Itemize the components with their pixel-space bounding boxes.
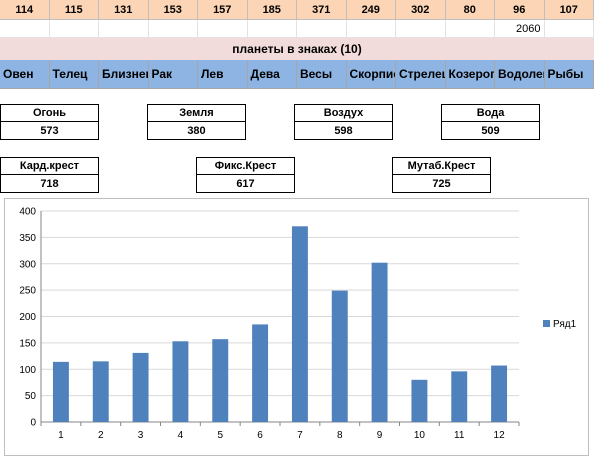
x-tick-label: 11 [454,430,465,441]
sign-cell[interactable]: Овен [0,60,50,89]
count-cell[interactable]: 107 [544,0,594,20]
empty-cell[interactable] [49,20,99,38]
x-tick-label: 10 [414,430,426,441]
y-tick-label: 50 [25,391,37,402]
cross-value: 718 [40,177,59,190]
y-tick-label: 0 [30,418,36,429]
sign-cell[interactable]: Телец [49,60,99,89]
element-label: Воздух [295,105,392,122]
bar[interactable] [491,365,508,422]
y-tick-label: 400 [19,207,36,218]
count-cell[interactable]: 371 [297,0,347,20]
sign-cell[interactable]: Скорпион [346,60,396,89]
empty-cell[interactable] [297,20,347,38]
sign-cell[interactable]: Лев [198,60,248,89]
x-tick-label: 9 [377,430,383,441]
bar[interactable] [252,324,269,422]
x-tick-label: 2 [98,430,104,441]
total-cell[interactable]: 2060 [495,20,545,38]
x-tick-label: 12 [494,430,506,441]
sign-cell[interactable]: Близнецы [99,60,149,89]
element-label: Огонь [1,105,98,122]
bar-chart[interactable]: 0 50 100 150 200 250 300 350 400 1 2 3 4 5 6 7 8 9 10 11 12 Р… [4,198,589,456]
empty-cell[interactable] [148,20,198,38]
y-tick-label: 100 [19,365,36,376]
element-box-earth: Земля 380 [147,104,246,140]
element-value: 380 [187,124,206,137]
empty-cell[interactable] [544,20,594,38]
bar[interactable] [331,290,348,422]
bar[interactable] [52,361,69,422]
x-tick-label: 3 [138,430,144,441]
count-cell[interactable]: 114 [0,0,50,20]
x-tick-label: 5 [217,430,223,441]
sign-cell[interactable]: Водолей [495,60,545,89]
count-cell[interactable]: 249 [346,0,396,20]
bar[interactable] [92,361,109,422]
element-value: 598 [334,124,353,137]
x-tick-label: 6 [257,430,263,441]
bar[interactable] [132,352,149,422]
element-box-water: Вода 509 [441,104,540,140]
cross-value: 725 [432,177,451,190]
y-tick-label: 150 [19,338,36,349]
bar[interactable] [451,371,468,422]
y-tick-label: 350 [19,233,36,244]
total-row: 2060 [0,20,594,38]
legend-label: Ряд1 [553,319,577,330]
empty-cell[interactable] [445,20,495,38]
empty-cell[interactable] [396,20,446,38]
x-tick-label: 4 [178,430,184,441]
element-label: Вода [442,105,539,122]
table-title: планеты в знаках (10) [0,38,594,61]
sign-cell[interactable]: Весы [297,60,347,89]
element-box-fire: Огонь 573 [0,104,99,140]
cross-box-fixed: Фикс.Крест 617 [196,157,295,193]
sign-cell[interactable]: Стрелец [396,60,446,89]
element-value: 573 [40,124,59,137]
sign-cell[interactable]: Дева [247,60,297,89]
y-tick-label: 200 [19,312,36,323]
count-cell[interactable]: 131 [99,0,149,20]
empty-cell[interactable] [346,20,396,38]
counts-row: 114 115 131 153 157 185 371 249 302 80 96 107 [0,0,594,20]
empty-cell[interactable] [247,20,297,38]
empty-cell[interactable] [0,20,50,38]
count-cell[interactable]: 157 [198,0,248,20]
count-cell[interactable]: 80 [445,0,495,20]
sign-cell[interactable]: Козерог [445,60,495,89]
bar[interactable] [411,379,428,422]
empty-cell[interactable] [198,20,248,38]
bar[interactable] [172,341,189,422]
count-cell[interactable]: 115 [49,0,99,20]
element-value: 509 [481,124,500,137]
signs-row: ОвенТелецБлизнецыРакЛевДеваВесыСкорпионС… [0,60,594,89]
cross-label: Кард.крест [1,158,98,175]
cross-value: 617 [236,177,255,190]
element-label: Земля [148,105,245,122]
cross-box-cardinal: Кард.крест 718 [0,157,99,193]
cross-box-mutable: Мутаб.Крест 725 [392,157,491,193]
count-cell[interactable]: 302 [396,0,446,20]
sign-cell[interactable]: Рак [148,60,198,89]
cross-label: Фикс.Крест [197,158,294,175]
bar[interactable] [291,226,308,422]
count-cell[interactable]: 153 [148,0,198,20]
bar[interactable] [212,339,229,422]
empty-cell[interactable] [99,20,149,38]
bar[interactable] [371,262,388,422]
count-cell[interactable]: 96 [495,0,545,20]
x-tick-label: 7 [297,430,303,441]
x-tick-label: 1 [58,430,64,441]
cross-label: Мутаб.Крест [393,158,490,175]
y-tick-label: 250 [19,286,36,297]
count-cell[interactable]: 185 [247,0,297,20]
element-box-air: Воздух 598 [294,104,393,140]
x-tick-label: 8 [337,430,343,441]
y-tick-label: 300 [19,259,36,270]
sign-cell[interactable]: Рыбы [544,60,594,89]
legend-swatch [543,320,550,327]
